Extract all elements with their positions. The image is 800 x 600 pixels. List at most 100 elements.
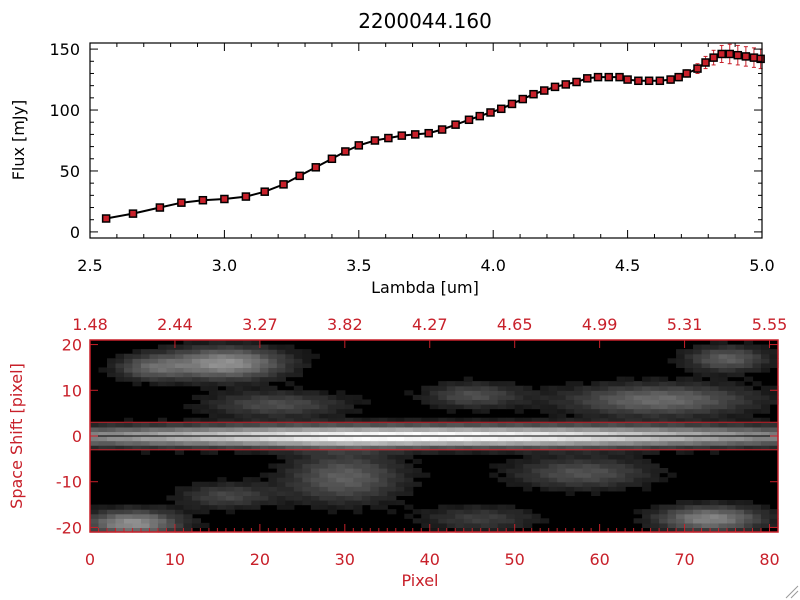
image-pixel bbox=[752, 349, 762, 355]
image-pixel bbox=[438, 404, 448, 410]
image-pixel bbox=[608, 445, 618, 451]
image-pixel bbox=[472, 509, 482, 515]
image-pixel bbox=[565, 385, 575, 391]
image-pixel bbox=[259, 344, 269, 350]
image-pixel bbox=[225, 486, 235, 492]
image-pixel bbox=[132, 426, 142, 433]
image-pixel bbox=[200, 495, 210, 501]
image-pixel bbox=[591, 408, 601, 414]
image-pixel bbox=[234, 349, 244, 355]
image-pixel bbox=[200, 417, 210, 423]
image-pixel bbox=[438, 445, 448, 451]
image-pixel bbox=[293, 399, 303, 405]
image-pixel bbox=[718, 376, 728, 382]
image-pixel bbox=[625, 481, 635, 487]
image-pixel bbox=[446, 431, 456, 437]
image-pixel bbox=[259, 431, 269, 437]
image-pixel bbox=[200, 431, 210, 437]
image-pixel bbox=[310, 481, 320, 487]
image-pixel bbox=[625, 413, 635, 419]
image-pixel bbox=[429, 445, 439, 451]
image-pixel bbox=[132, 349, 142, 355]
wavelength-axis-ticks: 2.5 3.0 3.5 4.0 4.5 5.0 bbox=[77, 43, 775, 275]
image-pixel bbox=[429, 449, 439, 455]
image-pixel bbox=[166, 527, 176, 533]
image-pixel bbox=[531, 436, 541, 442]
image-pixel bbox=[217, 431, 227, 437]
image-pixel bbox=[710, 358, 720, 364]
image-pixel bbox=[548, 385, 558, 391]
image-pixel bbox=[166, 381, 176, 387]
image-pixel bbox=[557, 390, 567, 396]
image-pixel bbox=[429, 426, 439, 433]
image-pixel bbox=[183, 522, 193, 529]
resize-grip-icon[interactable] bbox=[785, 585, 799, 599]
image-pixel bbox=[378, 490, 388, 497]
image-pixel bbox=[242, 481, 252, 487]
image-pixel bbox=[642, 463, 652, 469]
image-pixel bbox=[361, 399, 371, 405]
image-pixel bbox=[174, 426, 185, 433]
image-pixel bbox=[106, 358, 117, 364]
image-pixel bbox=[242, 436, 252, 442]
image-pixel bbox=[455, 422, 465, 428]
image-pixel bbox=[370, 468, 380, 474]
image-pixel bbox=[557, 422, 567, 428]
image-pixel bbox=[387, 500, 397, 506]
extraction-aperture bbox=[90, 421, 778, 451]
image-pixel bbox=[217, 390, 227, 396]
image-pixel bbox=[446, 417, 456, 423]
image-pixel bbox=[650, 431, 660, 437]
image-pixel bbox=[599, 486, 609, 492]
image-pixel bbox=[404, 422, 414, 428]
image-pixel bbox=[404, 440, 414, 446]
image-pixel bbox=[293, 431, 303, 437]
image-pixel bbox=[463, 376, 473, 382]
image-pixel bbox=[319, 500, 329, 506]
image-pixel bbox=[225, 381, 235, 387]
image-pixel bbox=[633, 404, 643, 410]
image-pixel bbox=[217, 344, 227, 350]
image-pixel bbox=[574, 426, 584, 433]
flux-data-point bbox=[198, 195, 208, 205]
image-pixel bbox=[387, 486, 397, 492]
image-pixel bbox=[557, 468, 567, 474]
image-pixel bbox=[727, 367, 737, 373]
image-pixel bbox=[769, 436, 779, 442]
image-pixel bbox=[744, 445, 754, 451]
image-pixel bbox=[208, 486, 218, 492]
image-pixel bbox=[242, 353, 252, 359]
image-pixel bbox=[98, 367, 108, 373]
flux-data-point bbox=[295, 171, 304, 181]
image-pixel bbox=[506, 481, 516, 487]
image-pixel bbox=[684, 449, 694, 455]
image-pixel bbox=[710, 376, 720, 382]
image-pixel bbox=[506, 394, 516, 401]
image-pixel bbox=[115, 431, 125, 437]
image-pixel bbox=[735, 509, 745, 515]
image-pixel bbox=[200, 399, 210, 405]
image-pixel bbox=[616, 468, 626, 474]
image-pixel bbox=[710, 436, 720, 442]
image-pixel bbox=[200, 394, 210, 401]
image-pixel bbox=[565, 445, 575, 451]
image-pixel bbox=[259, 472, 269, 478]
image-pixel bbox=[463, 518, 473, 524]
image-pixel bbox=[718, 513, 728, 519]
flux-data-point bbox=[604, 72, 614, 82]
space-shift-tick-label: 10 bbox=[62, 381, 82, 400]
image-pixel bbox=[659, 426, 669, 433]
image-pixel bbox=[769, 522, 779, 529]
image-pixel bbox=[565, 468, 575, 474]
image-pixel bbox=[310, 472, 320, 478]
image-pixel bbox=[327, 417, 337, 423]
image-pixel bbox=[234, 490, 244, 497]
image-pixel bbox=[523, 458, 533, 465]
image-pixel bbox=[412, 445, 422, 451]
image-pixel bbox=[497, 527, 507, 533]
image-pixel bbox=[727, 436, 737, 442]
image-pixel bbox=[582, 477, 592, 483]
image-pixel bbox=[565, 436, 575, 442]
image-pixel bbox=[268, 362, 278, 369]
image-pixel bbox=[217, 408, 227, 414]
